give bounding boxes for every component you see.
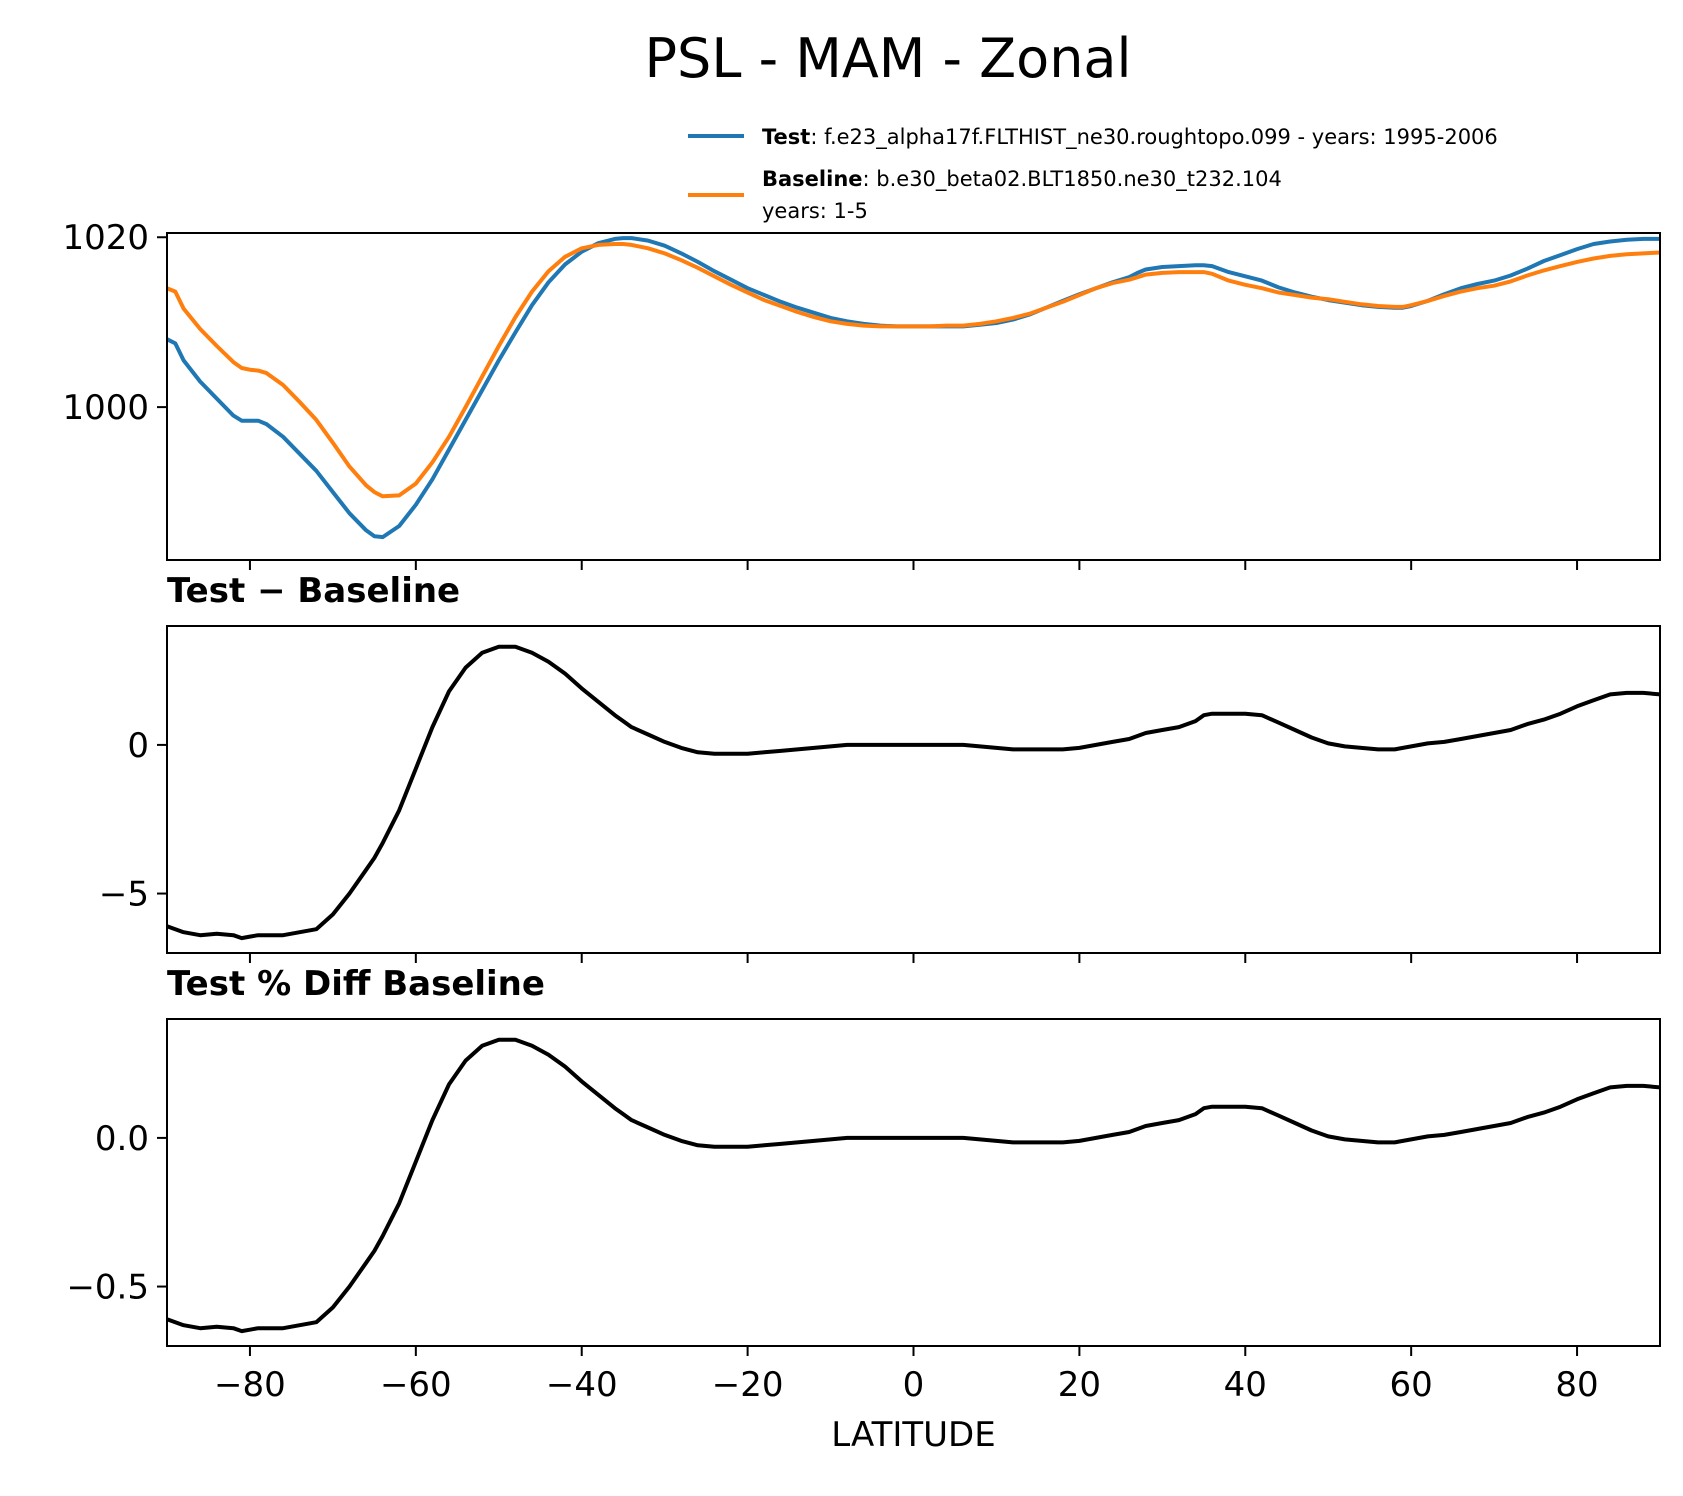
series-line-test xyxy=(167,236,1660,540)
panel-title: Test − Baseline xyxy=(167,571,460,611)
x-tick-label: 60 xyxy=(1390,1365,1433,1405)
x-tick-label: −20 xyxy=(712,1365,784,1405)
x-tick-label: −40 xyxy=(546,1365,618,1405)
legend-label: Test xyxy=(762,125,810,149)
y-tick-label: 1020 xyxy=(62,218,149,258)
legend-item-baseline: Baseline: b.e30_beta02.BLT1850.ne30_t232… xyxy=(688,167,1282,223)
axes-frame xyxy=(166,232,1661,561)
legend-item-test: Test: f.e23_alpha17f.FLTHIST_ne30.rought… xyxy=(688,125,1498,150)
legend: Test: f.e23_alpha17f.FLTHIST_ne30.rought… xyxy=(688,125,1498,223)
legend-label: Baseline xyxy=(762,167,863,191)
panel-title: Test % Diff Baseline xyxy=(167,964,545,1004)
y-tick-label: 1000 xyxy=(62,388,149,428)
x-tick-label: 80 xyxy=(1555,1365,1598,1405)
x-tick-label: −80 xyxy=(214,1365,286,1405)
legend-description: : b.e30_beta02.BLT1850.ne30_t232.104 xyxy=(863,167,1282,192)
series-line-baseline xyxy=(167,242,1660,499)
axes-frame xyxy=(166,625,1661,954)
x-tick-label: 40 xyxy=(1224,1365,1267,1405)
y-tick-label: −5 xyxy=(99,875,149,915)
y-tick-label: 0 xyxy=(127,726,149,766)
plot-area xyxy=(167,644,1660,941)
plot-area xyxy=(167,236,1660,540)
x-axis-label: LATITUDE xyxy=(831,1415,995,1455)
plot-area xyxy=(167,1037,1660,1334)
legend-text: Baseline: b.e30_beta02.BLT1850.ne30_t232… xyxy=(762,167,1282,192)
panel-zonal-means: 1000 1020 xyxy=(62,218,1661,570)
panel-difference: Test − Baseline −5 0 xyxy=(99,571,1661,963)
legend-description-line2: years: 1-5 xyxy=(762,199,868,223)
axes-frame xyxy=(166,1018,1661,1347)
y-tick-label: −0.5 xyxy=(66,1268,149,1308)
legend-description: : f.e23_alpha17f.FLTHIST_ne30.roughtopo.… xyxy=(810,125,1497,150)
x-tick-label: 0 xyxy=(903,1365,925,1405)
panel-percent-difference: Test % Diff Baseline −0.5 0.0 −80 −60 −40 −20 0… xyxy=(66,964,1661,1455)
x-tick-label: −60 xyxy=(380,1365,452,1405)
series-line-difference xyxy=(167,644,1660,941)
figure-title: PSL - MAM - Zonal xyxy=(644,27,1131,90)
series-line-difference xyxy=(167,1037,1660,1334)
y-tick-label: 0.0 xyxy=(95,1119,149,1159)
x-tick-label: 20 xyxy=(1058,1365,1101,1405)
legend-text: Test: f.e23_alpha17f.FLTHIST_ne30.rought… xyxy=(762,125,1498,150)
